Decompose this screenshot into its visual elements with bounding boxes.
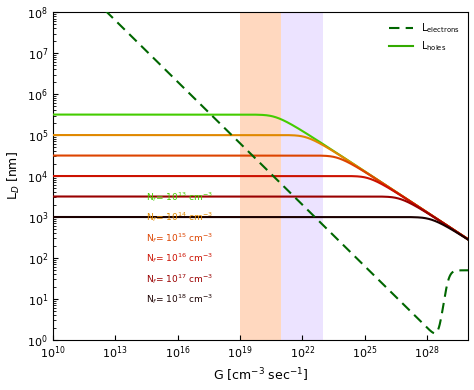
Legend: L$_{\mathrm{electrons}}$, L$_{\mathrm{holes}}$: L$_{\mathrm{electrons}}$, L$_{\mathrm{ho… — [385, 17, 464, 57]
Text: N$_f$= 10$^{13}$ cm$^{-3}$: N$_f$= 10$^{13}$ cm$^{-3}$ — [146, 190, 213, 204]
Bar — [240, 12, 282, 340]
Text: N$_f$= 10$^{17}$ cm$^{-3}$: N$_f$= 10$^{17}$ cm$^{-3}$ — [146, 273, 213, 286]
Text: N$_f$= 10$^{14}$ cm$^{-3}$: N$_f$= 10$^{14}$ cm$^{-3}$ — [146, 210, 213, 224]
Text: N$_f$= 10$^{15}$ cm$^{-3}$: N$_f$= 10$^{15}$ cm$^{-3}$ — [146, 231, 213, 245]
Bar — [282, 12, 323, 340]
X-axis label: G [cm$^{-3}$ sec$^{-1}$]: G [cm$^{-3}$ sec$^{-1}$] — [213, 367, 308, 385]
Y-axis label: L$_D$ [nm]: L$_D$ [nm] — [6, 152, 22, 200]
Text: N$_f$= 10$^{18}$ cm$^{-3}$: N$_f$= 10$^{18}$ cm$^{-3}$ — [146, 292, 213, 306]
Text: N$_f$= 10$^{16}$ cm$^{-3}$: N$_f$= 10$^{16}$ cm$^{-3}$ — [146, 251, 213, 265]
